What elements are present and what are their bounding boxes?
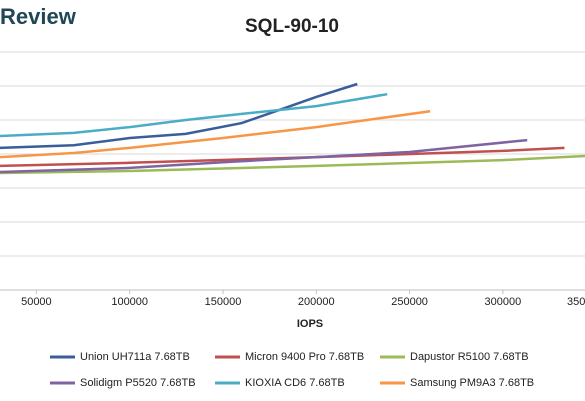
x-tick-label: 300000 — [485, 296, 522, 308]
series-line — [0, 109, 431, 159]
legend-label: Samsung PM9A3 7.68TB — [410, 377, 534, 389]
series-line — [0, 92, 388, 138]
series-line — [0, 82, 358, 150]
x-tick-label: 150000 — [205, 296, 242, 308]
x-tick-label: 250000 — [391, 296, 428, 308]
legend-label: KIOXIA CD6 7.68TB — [245, 377, 345, 389]
x-tick-label: 100000 — [111, 296, 148, 308]
series-line — [0, 154, 585, 175]
x-tick-label: 200000 — [298, 296, 335, 308]
brand: Review — [0, 4, 77, 29]
legend-label: Micron 9400 Pro 7.68TB — [245, 351, 364, 363]
x-axis-label: IOPS — [297, 318, 323, 330]
legend-label: Union UH711a 7.68TB — [80, 351, 190, 363]
chart-title: SQL-90-10 — [245, 16, 339, 37]
legend-label: Solidigm P5520 7.68TB — [80, 377, 196, 389]
x-tick-label: 50000 — [21, 296, 52, 308]
series-line — [0, 138, 528, 174]
series-line — [0, 146, 565, 168]
legend-label: Dapustor R5100 7.68TB — [410, 351, 529, 363]
x-tick-label: 350 — [567, 296, 585, 308]
